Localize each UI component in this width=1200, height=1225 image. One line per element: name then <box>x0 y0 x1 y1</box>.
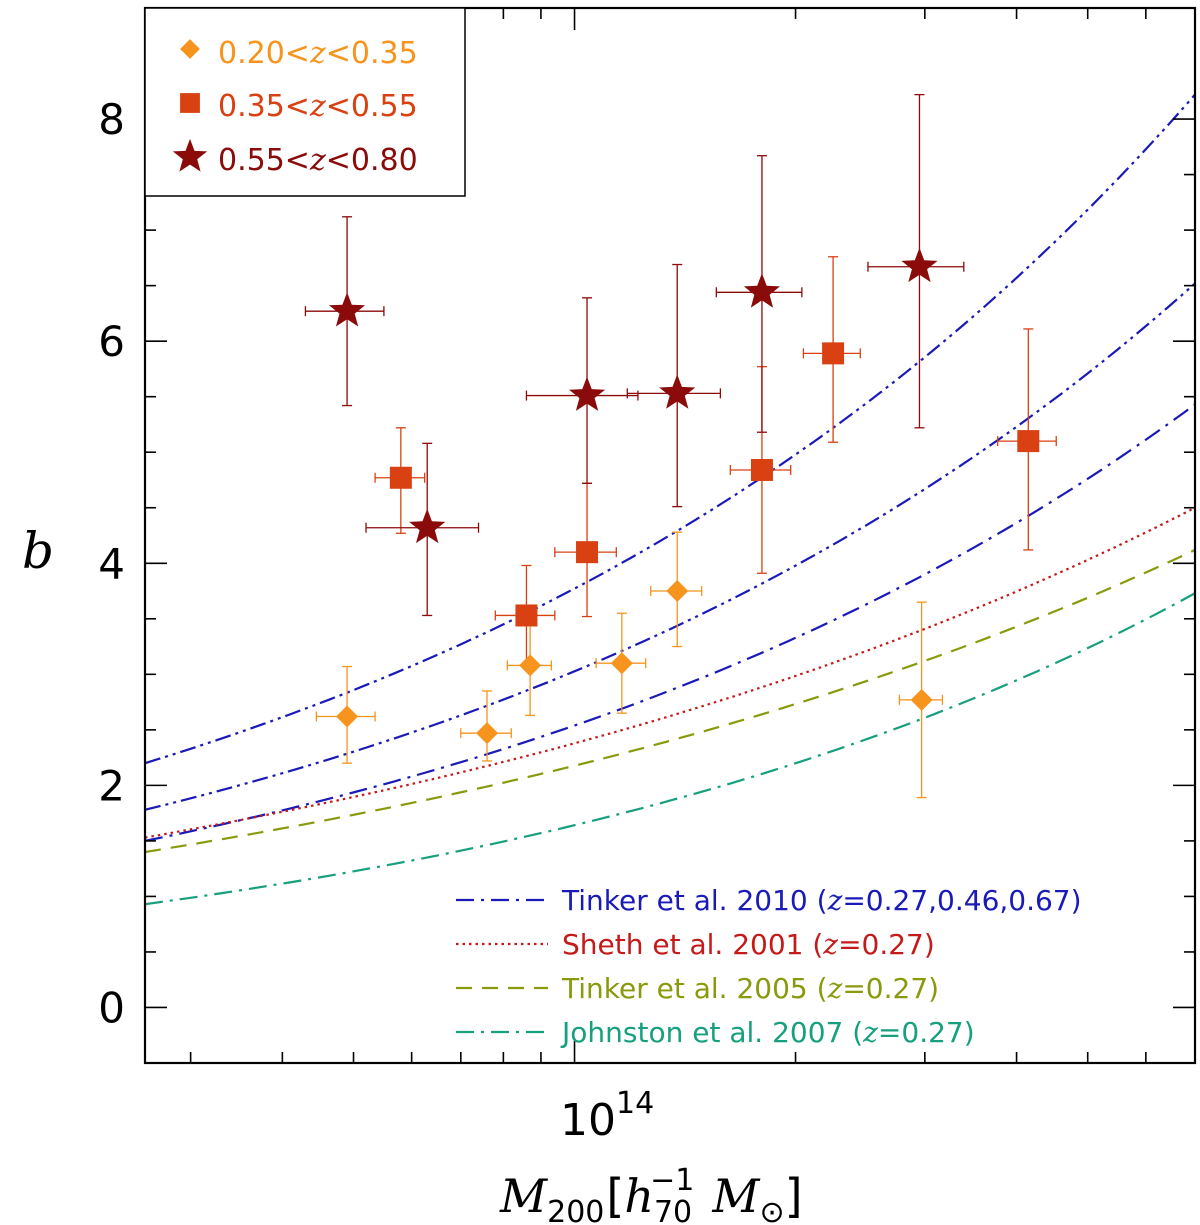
model-curve-1 <box>145 403 1195 842</box>
data-point-s2-p2 <box>515 604 538 627</box>
data-point-s3-p5 <box>743 273 780 308</box>
model-curves <box>145 93 1195 906</box>
x-tick-label-1e14: 1014 <box>560 1086 654 1146</box>
data-point-s2-p1 <box>389 466 412 489</box>
data-point-s2-p3 <box>576 541 599 564</box>
data-point-s2-p6 <box>1017 430 1040 453</box>
legend-marker-series-1 <box>180 39 200 59</box>
data-point-s3-p1 <box>329 292 366 327</box>
model-legend-label-johnston2007: Johnston et al. 2007 (z=0.27) <box>560 1016 975 1049</box>
legend-label-series-2: 0.35<z<0.55 <box>218 89 418 124</box>
data-point-s3-p3 <box>569 376 606 411</box>
legend-label-series-1: 0.20<z<0.35 <box>218 36 418 71</box>
legend-marker-series-2 <box>180 93 200 113</box>
legend-label-series-3: 0.55<z<0.80 <box>218 143 418 178</box>
y-tick-label: 6 <box>98 317 125 366</box>
model-legend-label-tinker2010: Tinker et al. 2010 (z=0.27,0.46,0.67) <box>561 884 1082 917</box>
data-point-s1-p6 <box>910 688 933 711</box>
model-curve-3 <box>145 93 1195 765</box>
y-tick-labels: 0 2 4 6 8 <box>98 95 125 1032</box>
y-tick-label: 8 <box>98 95 125 144</box>
data-point-s1-p4 <box>610 652 633 675</box>
data-markers <box>329 247 1040 745</box>
y-tick-label: 0 <box>98 983 125 1032</box>
error-bars <box>304 93 1057 799</box>
legend-markers <box>172 39 208 172</box>
model-curve-6 <box>145 592 1195 906</box>
data-point-s1-p2 <box>476 722 499 745</box>
model-legend-label-tinker2005: Tinker et al. 2005 (z=0.27) <box>561 972 939 1005</box>
y-axis-label: b <box>22 522 54 580</box>
legend-marker-series-3 <box>172 138 208 172</box>
data-point-s3-p6 <box>901 247 938 283</box>
model-legend: Tinker et al. 2010 (z=0.27,0.46,0.67) Sh… <box>456 884 1082 1049</box>
model-curve-4 <box>145 506 1195 839</box>
plot-frame <box>143 6 1197 1065</box>
data-point-s2-p4 <box>750 458 773 481</box>
model-legend-label-sheth2001: Sheth et al. 2001 (z=0.27) <box>562 928 935 961</box>
data-point-s2-p5 <box>822 342 845 365</box>
model-legend-lines <box>456 898 548 1034</box>
data-point-s3-p2 <box>409 508 446 544</box>
data-point-s3-p4 <box>659 374 696 409</box>
axes <box>143 6 1197 1065</box>
data-point-s1-p3 <box>519 654 542 677</box>
y-tick-label: 2 <box>98 761 125 810</box>
x-axis-label: M200[h70−1 M⊙] <box>499 1163 803 1225</box>
series-legend: 0.20<z<0.35 0.35<z<0.55 0.55<z<0.80 <box>144 7 466 197</box>
y-tick-label: 4 <box>98 539 125 588</box>
model-curve-5 <box>145 548 1195 854</box>
model-curve-2 <box>145 282 1195 811</box>
data-point-s1-p5 <box>666 580 689 603</box>
data-point-s1-p1 <box>336 705 359 728</box>
error-bar-s1-p4 <box>595 612 647 714</box>
